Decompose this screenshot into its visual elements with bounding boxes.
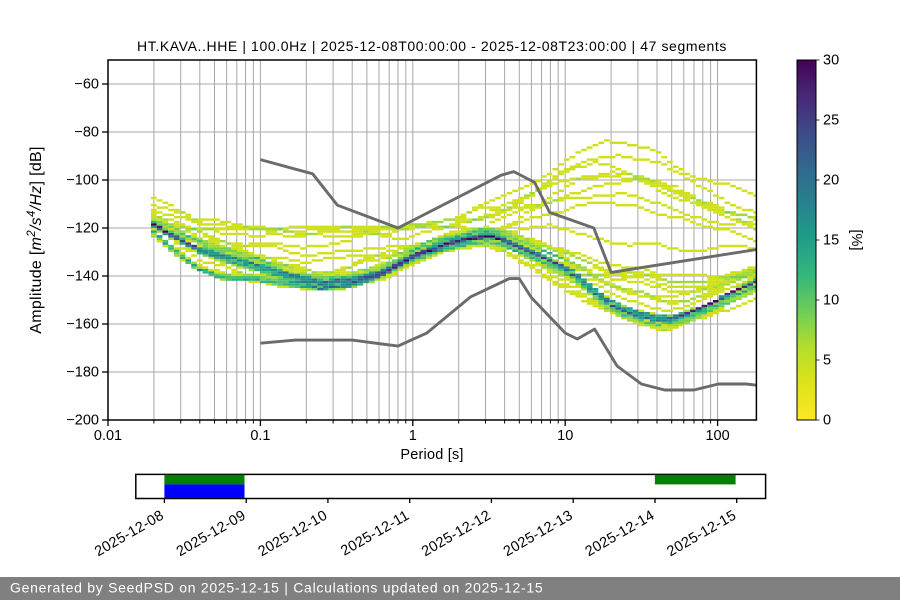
svg-text:30: 30 xyxy=(823,53,839,69)
svg-text:0: 0 xyxy=(823,413,831,429)
svg-text:15: 15 xyxy=(823,233,839,249)
svg-text:−100: −100 xyxy=(66,173,99,189)
svg-text:−140: −140 xyxy=(66,269,99,285)
svg-text:20: 20 xyxy=(823,173,839,189)
svg-text:−180: −180 xyxy=(66,365,99,381)
svg-text:10: 10 xyxy=(557,428,573,444)
svg-text:Generated by SeedPSD on 2025-1: Generated by SeedPSD on 2025-12-15 | Cal… xyxy=(10,580,543,596)
svg-text:5: 5 xyxy=(823,353,831,369)
svg-text:[%]: [%] xyxy=(848,230,864,251)
svg-text:HT.KAVA..HHE | 100.0Hz | 2025-: HT.KAVA..HHE | 100.0Hz | 2025-12-08T00:0… xyxy=(137,38,727,54)
svg-text:Period [s]: Period [s] xyxy=(400,447,463,463)
svg-text:1: 1 xyxy=(409,428,417,444)
svg-text:10: 10 xyxy=(823,293,839,309)
svg-text:−120: −120 xyxy=(66,221,99,237)
svg-text:0.01: 0.01 xyxy=(94,428,122,444)
svg-text:−200: −200 xyxy=(66,413,99,429)
svg-text:25: 25 xyxy=(823,113,839,129)
svg-text:−80: −80 xyxy=(74,125,99,141)
svg-text:0.1: 0.1 xyxy=(250,428,270,444)
svg-text:Amplitude [m2/s4/Hz] [dB]: Amplitude [m2/s4/Hz] [dB] xyxy=(26,146,45,334)
svg-text:−160: −160 xyxy=(66,317,99,333)
svg-text:−60: −60 xyxy=(74,77,99,93)
svg-text:100: 100 xyxy=(705,428,729,444)
